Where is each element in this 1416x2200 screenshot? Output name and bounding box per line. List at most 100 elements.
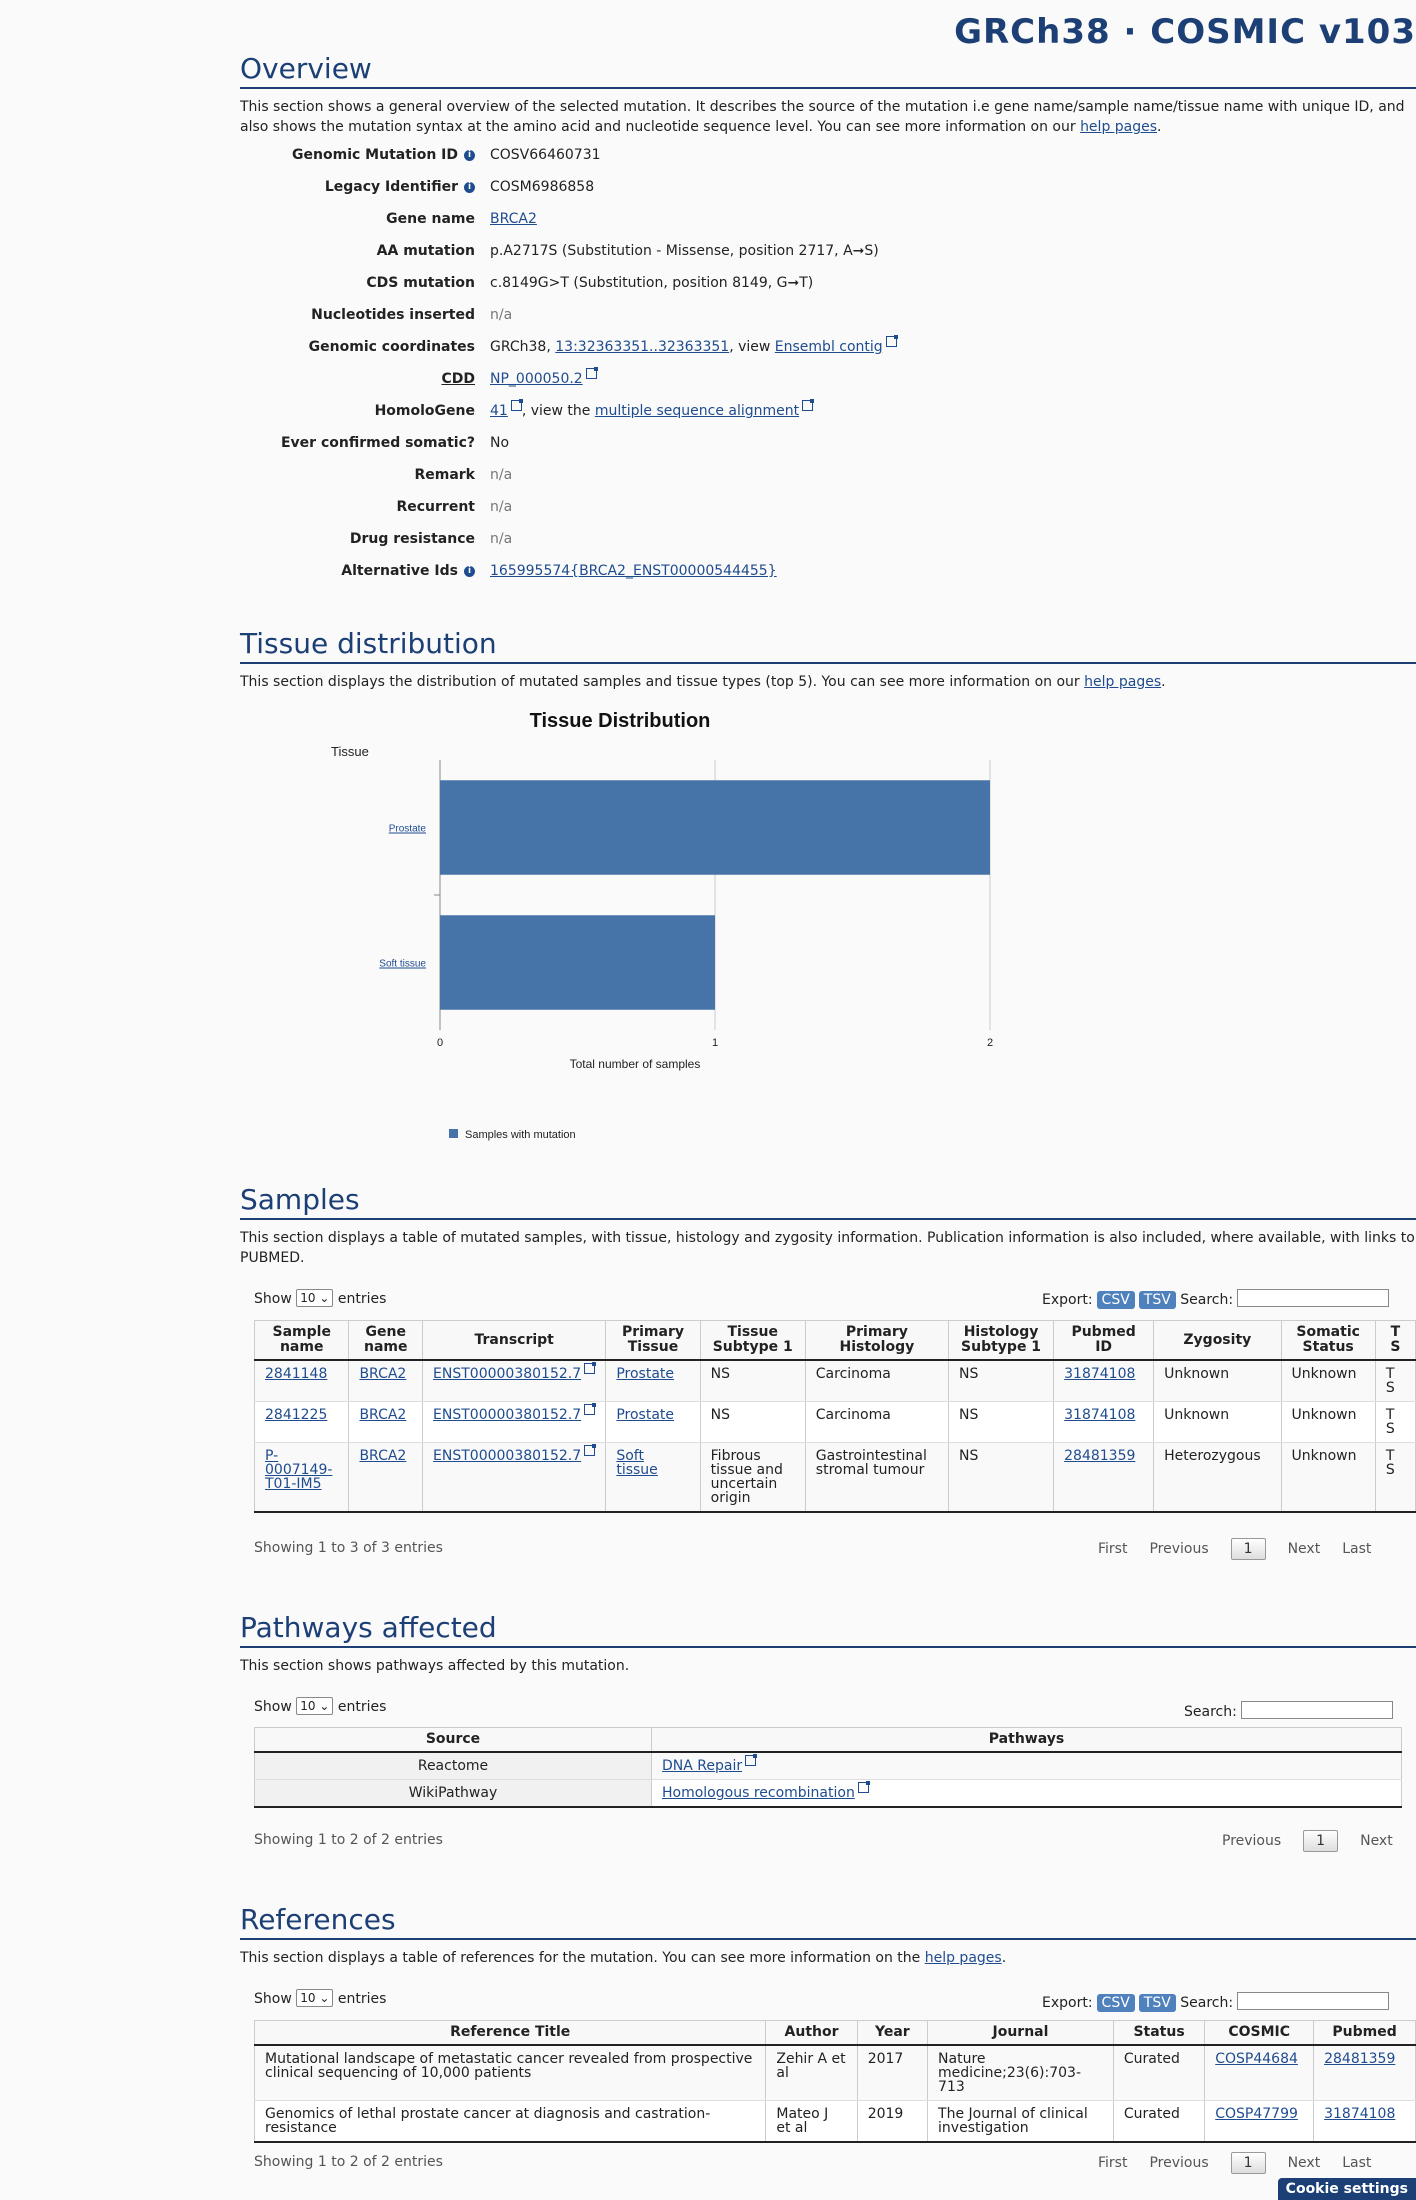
column-header[interactable]: Pubmed	[1313, 2020, 1416, 2046]
external-link-icon	[745, 1754, 758, 1766]
column-header[interactable]: Zygosity	[1153, 1320, 1282, 1361]
column-header[interactable]: Tissue Subtype 1	[699, 1320, 806, 1361]
references-search-input[interactable]	[1237, 1992, 1390, 2010]
column-header[interactable]: Pubmed ID	[1053, 1320, 1155, 1361]
pager-current-page[interactable]: 1	[1230, 2152, 1266, 2174]
column-header[interactable]: Primary Tissue	[605, 1320, 701, 1361]
references-help-link[interactable]: help pages	[924, 1950, 1002, 1966]
column-header[interactable]: Histology Subtype 1	[947, 1320, 1055, 1361]
pager-last[interactable]: Last	[1342, 1541, 1372, 1557]
cell-link[interactable]: ENST00000380152.7	[433, 1407, 582, 1423]
table-cell: ENST00000380152.7	[422, 1442, 607, 1513]
coordinates-link[interactable]: 13:32363351..32363351	[555, 339, 730, 355]
pager-first[interactable]: First	[1098, 2155, 1128, 2171]
cell-link[interactable]: 31874108	[1064, 1407, 1136, 1423]
table-cell: 28481359	[1053, 1442, 1155, 1513]
bar-prostate[interactable]	[440, 780, 990, 875]
msa-link[interactable]: multiple sequence alignment	[594, 403, 800, 419]
samples-csv-button[interactable]: CSV	[1096, 1291, 1135, 1309]
info-icon[interactable]: i	[464, 182, 475, 193]
pager-previous[interactable]: Previous	[1222, 1833, 1282, 1849]
table-cell: P-0007149-T01-IM5	[253, 1442, 350, 1513]
external-link-icon	[857, 1781, 870, 1793]
pager-last[interactable]: Last	[1342, 2155, 1372, 2171]
column-header[interactable]: Year	[856, 2020, 929, 2046]
ensembl-contig-link[interactable]: Ensembl contig	[774, 339, 883, 355]
homologene-link[interactable]: 41	[490, 403, 508, 419]
table-row: WikiPathway Homologous recombination	[254, 1779, 1402, 1808]
table-cell: Fibrous tissue and uncertain origin	[699, 1442, 806, 1513]
cell-link[interactable]: DNA Repair	[662, 1758, 743, 1774]
cell-link[interactable]: 28481359	[1324, 2051, 1396, 2067]
samples-search-input[interactable]	[1237, 1289, 1390, 1307]
cell-link[interactable]: COSP44684	[1215, 2051, 1298, 2067]
samples-length-select[interactable]: 10	[296, 1289, 334, 1307]
pager-next[interactable]: Next	[1360, 1833, 1393, 1849]
column-header[interactable]: Sample name	[253, 1320, 350, 1361]
cell-link[interactable]: Prostate	[616, 1366, 675, 1382]
table-cell: Prostate	[605, 1401, 701, 1443]
cookie-settings-button[interactable]: Cookie settings	[1277, 2178, 1416, 2200]
column-header[interactable]: T S	[1374, 1320, 1416, 1361]
info-icon[interactable]: i	[464, 150, 475, 161]
alternative-id-link[interactable]: 165995574{BRCA2_ENST00000544455}	[490, 563, 777, 579]
pager-first[interactable]: First	[1098, 1541, 1128, 1557]
cell-text: T S	[1385, 1448, 1395, 1478]
table-cell: NS	[947, 1360, 1055, 1402]
cell-link[interactable]: 2841225	[265, 1407, 328, 1423]
column-header[interactable]: Somatic Status	[1280, 1320, 1376, 1361]
references-heading: References	[240, 1903, 1416, 1940]
category-label[interactable]: Soft tissue	[379, 959, 426, 970]
column-header[interactable]: Primary Histology	[804, 1320, 949, 1361]
cell-link[interactable]: Homologous recombination	[662, 1785, 855, 1801]
column-header[interactable]: Pathways	[651, 1727, 1402, 1753]
column-header[interactable]: Gene name	[348, 1320, 424, 1361]
column-header[interactable]: Reference Title	[253, 2020, 767, 2046]
cell-link[interactable]: ENST00000380152.7	[433, 1448, 582, 1464]
page-header-title: GRCh38 · COSMIC v103	[954, 12, 1416, 52]
cdd-link[interactable]: NP_000050.2	[490, 371, 583, 387]
column-header[interactable]: Source	[254, 1727, 652, 1753]
pathways-search-input[interactable]	[1240, 1701, 1393, 1719]
table-cell: 28481359	[1313, 2045, 1416, 2101]
cell-link[interactable]: Soft tissue	[616, 1448, 658, 1478]
overview-help-link[interactable]: help pages	[1080, 119, 1158, 135]
tissue-help-link[interactable]: help pages	[1084, 674, 1162, 690]
pager-previous[interactable]: Previous	[1149, 2155, 1209, 2171]
column-header[interactable]: Transcript	[422, 1320, 607, 1361]
table-row: Mutational landscape of metastatic cance…	[253, 2045, 1416, 2101]
pager-next[interactable]: Next	[1287, 1541, 1321, 1557]
cell-text: Reactome	[417, 1758, 489, 1774]
table-cell: NS	[699, 1401, 806, 1443]
references-table: Reference Title Author Year Journal Status CO…	[253, 2020, 1416, 2143]
pager-next[interactable]: Next	[1287, 2155, 1321, 2171]
column-header[interactable]: Journal	[927, 2020, 1114, 2046]
gene-name-link[interactable]: BRCA2	[490, 211, 537, 227]
info-icon[interactable]: i	[464, 566, 475, 577]
bar-soft-tissue[interactable]	[440, 915, 715, 1010]
cell-link[interactable]: Prostate	[616, 1407, 675, 1423]
references-tsv-button[interactable]: TSV	[1138, 1994, 1176, 2012]
references-csv-button[interactable]: CSV	[1096, 1994, 1135, 2012]
column-header[interactable]: COSMIC	[1204, 2020, 1315, 2046]
pager-current-page[interactable]: 1	[1230, 1538, 1266, 1560]
pathways-length-select[interactable]: 10	[296, 1697, 334, 1715]
cell-link[interactable]: 2841148	[265, 1366, 328, 1382]
cell-link[interactable]: 28481359	[1064, 1448, 1136, 1464]
pager-previous[interactable]: Previous	[1149, 1541, 1209, 1557]
cell-link[interactable]: 31874108	[1324, 2106, 1396, 2122]
samples-tsv-button[interactable]: TSV	[1138, 1291, 1176, 1309]
x-tick-label: 2	[987, 1037, 993, 1049]
cell-link[interactable]: BRCA2	[359, 1366, 407, 1382]
cell-link[interactable]: BRCA2	[359, 1448, 407, 1464]
column-header[interactable]: Status	[1112, 2020, 1206, 2046]
pager-current-page[interactable]: 1	[1303, 1830, 1339, 1852]
references-length-select[interactable]: 10	[296, 1989, 334, 2007]
column-header[interactable]: Author	[765, 2020, 858, 2046]
cell-link[interactable]: ENST00000380152.7	[433, 1366, 582, 1382]
cell-link[interactable]: 31874108	[1064, 1366, 1136, 1382]
cell-link[interactable]: BRCA2	[359, 1407, 407, 1423]
cell-link[interactable]: P-0007149-T01-IM5	[265, 1448, 333, 1492]
category-label[interactable]: Prostate	[389, 824, 427, 835]
cell-link[interactable]: COSP47799	[1215, 2106, 1298, 2122]
